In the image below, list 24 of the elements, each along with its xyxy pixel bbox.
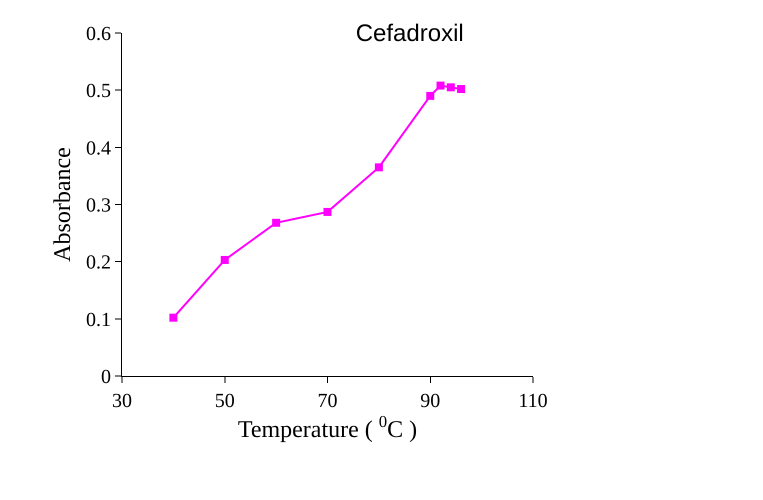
- y-tick-label: 0: [101, 366, 111, 388]
- y-tick-label: 0.1: [86, 308, 111, 331]
- y-tick-label: 0.4: [86, 137, 111, 160]
- y-tick-label: 0.5: [86, 80, 111, 102]
- x-tick-label: 50: [214, 390, 235, 412]
- x-tick-label: 90: [420, 390, 440, 412]
- point: [457, 85, 466, 94]
- point: [436, 82, 445, 90]
- x-tick-label: 70: [318, 390, 338, 412]
- y-tick-label: 0.2: [86, 252, 111, 274]
- y-tick-label: 0.6: [86, 23, 111, 45]
- x-tick-label: 30: [112, 390, 132, 412]
- point: [374, 163, 383, 172]
- point: [324, 208, 332, 216]
- chart-title: Cefadroxil: [356, 20, 464, 47]
- point: [426, 92, 434, 100]
- point: [272, 218, 280, 227]
- point: [169, 314, 178, 322]
- y-tick-label: 0.3: [86, 194, 111, 216]
- x-tick-label: 110: [518, 390, 548, 412]
- point: [446, 83, 455, 92]
- x-axis-title: Temperature ( $^{0}$C ): [238, 412, 418, 444]
- point: [220, 256, 229, 264]
- y-axis-title: Absorbance: [50, 147, 76, 262]
